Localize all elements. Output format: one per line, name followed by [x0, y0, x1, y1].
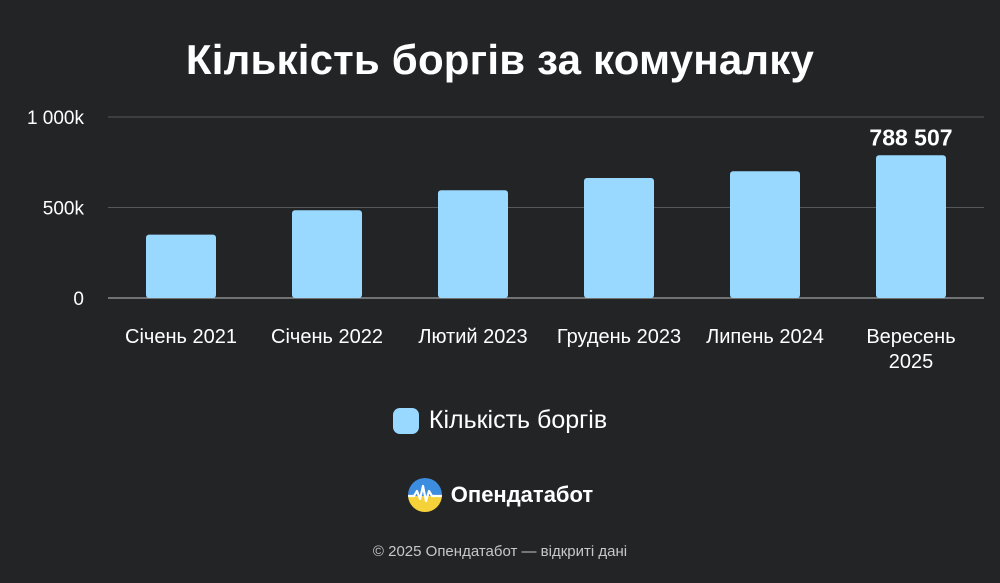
- y-tick-label: 1 000k: [27, 108, 85, 129]
- bar[interactable]: [584, 177, 654, 298]
- legend-swatch: [392, 407, 419, 434]
- y-tick-label: 500k: [43, 199, 85, 220]
- x-tick-label: Січень 2022: [271, 326, 383, 348]
- x-tick-label: Січень 2021: [125, 326, 237, 348]
- bar[interactable]: [876, 155, 946, 298]
- x-tick-label: Липень 2024: [706, 326, 824, 348]
- bar[interactable]: [292, 210, 362, 298]
- brand-name: Опендатабот: [450, 482, 594, 507]
- data-label: 788 507: [869, 124, 952, 150]
- brand: Опендатабот: [0, 477, 1000, 513]
- gridlines: [108, 116, 984, 299]
- bar[interactable]: [146, 234, 216, 298]
- x-tick-label: Лютий 2023: [418, 326, 527, 348]
- chart-title: Кількість боргів за комуналку: [185, 36, 815, 83]
- data-labels: 788 507: [869, 124, 952, 150]
- x-tick-label: Грудень 2023: [557, 326, 681, 348]
- bars: [146, 155, 946, 298]
- legend-label: Кількість боргів: [428, 406, 608, 434]
- legend[interactable]: Кількість боргів: [0, 406, 1000, 435]
- x-axis-ticks: Січень 2021 Січень 2022 Лютий 2023 Грудень …: [125, 326, 956, 373]
- x-tick-label: Вересень 2025: [866, 326, 955, 373]
- opendatabot-logo-icon: [407, 478, 442, 512]
- y-axis-ticks: 0 500k 1 000k: [27, 108, 85, 310]
- bar[interactable]: [730, 171, 800, 298]
- bar[interactable]: [438, 190, 508, 298]
- y-tick-label: 0: [73, 289, 84, 310]
- footer-text: © 2025 Опендатабот — відкриті дані: [372, 543, 628, 560]
